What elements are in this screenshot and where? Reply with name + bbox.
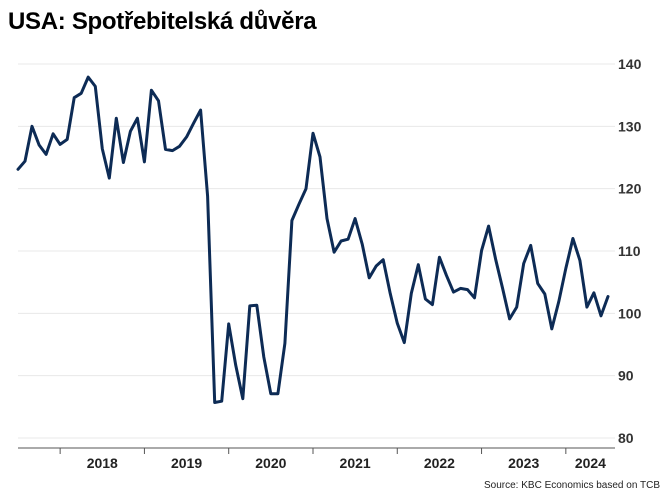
x-tick-label-2023: 2023 <box>508 455 539 471</box>
y-tick-label-140: 140 <box>618 56 642 72</box>
chart-title: USA: Spotřebitelská důvěra <box>8 8 317 35</box>
x-tick-label-2021: 2021 <box>340 455 371 471</box>
y-tick-label-80: 80 <box>618 430 634 446</box>
source-note: Source: KBC Economics based on TCB <box>483 480 660 491</box>
x-tick-label-2024: 2024 <box>575 455 606 471</box>
x-tick-label-2022: 2022 <box>424 455 455 471</box>
x-tick-label-2018: 2018 <box>87 455 118 471</box>
x-tick-label-2019: 2019 <box>171 455 202 471</box>
y-tick-label-120: 120 <box>618 181 642 197</box>
series-line-0 <box>16 75 610 404</box>
x-tick-label-2020: 2020 <box>255 455 286 471</box>
y-tick-label-130: 130 <box>618 118 642 134</box>
y-tick-label-100: 100 <box>618 305 642 321</box>
y-tick-label-90: 90 <box>618 368 634 384</box>
y-tick-label-110: 110 <box>618 243 641 259</box>
